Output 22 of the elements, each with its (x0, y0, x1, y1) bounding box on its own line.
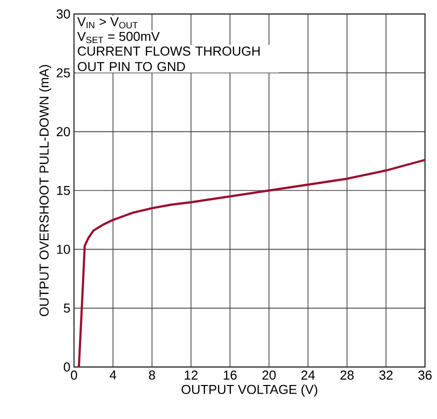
y-tick-label: 25 (56, 68, 70, 78)
y-tick-label: 5 (64, 304, 70, 313)
annotation: V$_{SET}$ = 500mV (77, 32, 160, 44)
x-tick-label: 16 (224, 370, 237, 380)
x-tick-label: 28 (340, 370, 354, 380)
y-tick-label: 30 (56, 9, 70, 19)
x-tick-label: 20 (262, 370, 276, 380)
x-tick-label: 24 (301, 370, 315, 380)
annotation: CURRENT FLOWS THROUGH OUT PIN TO GND (78, 46, 260, 72)
y-tick-label: 0 (64, 362, 70, 372)
x-tick-label: 12 (184, 370, 198, 380)
y-tick-label: 20 (56, 127, 70, 136)
x-tick-label: 32 (379, 370, 393, 380)
y-tick-label: 15 (57, 186, 70, 196)
x-axis-title: OUTPUT VOLTAGE (V) (182, 384, 318, 397)
y-axis-title: OUTPUT OVERSHOOT PULL-DOWN (mA) (39, 65, 52, 316)
x-tick-label: 0 (70, 370, 78, 380)
x-tick-label: 36 (418, 370, 432, 380)
y-tick-label: 10 (57, 244, 70, 254)
x-tick-label: 8 (148, 370, 156, 380)
x-tick-label: 4 (110, 370, 116, 380)
annotation: V$_{IN}$ > V$_{OUT}$ (77, 17, 138, 28)
